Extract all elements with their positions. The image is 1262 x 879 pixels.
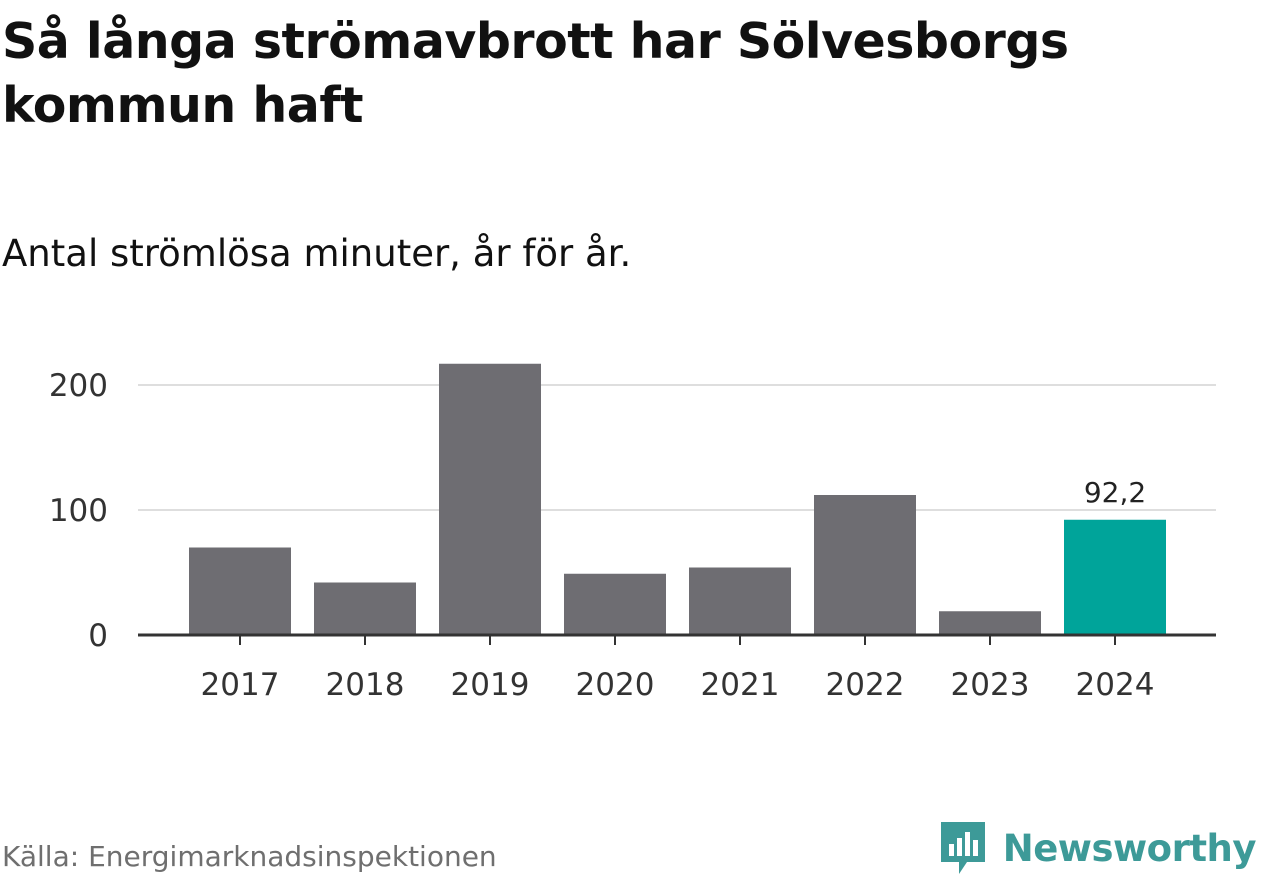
bars (189, 363, 1166, 635)
x-tick-label: 2021 (701, 667, 780, 703)
bar-2020 (564, 573, 666, 635)
brand-name: Newsworthy (1002, 826, 1257, 870)
gridlines (138, 384, 1216, 511)
y-tick-label: 200 (49, 368, 108, 404)
data-label: 92,2 (1084, 476, 1146, 509)
data-labels: 92,2 (1084, 476, 1146, 509)
y-tick-label: 0 (88, 618, 108, 654)
chart-subtitle: Antal strömlösa minuter, år för år. (2, 232, 632, 275)
bar-2017 (189, 547, 291, 635)
y-tick-label: 100 (49, 493, 108, 529)
bar-chart: 0 100 200 92,2 2017 2018 2019 2020 2021 2022 202… (49, 363, 1216, 703)
bar-2023 (939, 611, 1041, 635)
y-axis-ticks: 0 100 200 (49, 368, 108, 654)
bar-2022 (814, 495, 916, 635)
x-tick-label: 2022 (826, 667, 905, 703)
newsworthy-logo-icon (940, 822, 985, 874)
x-tick-label: 2018 (326, 667, 405, 703)
x-tick-label: 2024 (1076, 667, 1155, 703)
x-tick-label: 2023 (951, 667, 1030, 703)
bar-2018 (314, 582, 416, 635)
x-tick-label: 2020 (576, 667, 655, 703)
bar-2021 (689, 567, 791, 635)
x-axis-ticks: 2017 2018 2019 2020 2021 2022 2023 2024 (201, 635, 1155, 703)
source-note: Källa: Energimarknadsinspektionen (2, 840, 497, 873)
x-tick-label: 2019 (451, 667, 530, 703)
brand-logo: Newsworthy (937, 818, 1257, 878)
bar-2024 (1064, 519, 1166, 635)
chart-title: Så långa strömavbrott har Sölvesborgs ko… (2, 13, 1069, 134)
bar-2019 (439, 363, 541, 635)
x-tick-label: 2017 (201, 667, 280, 703)
